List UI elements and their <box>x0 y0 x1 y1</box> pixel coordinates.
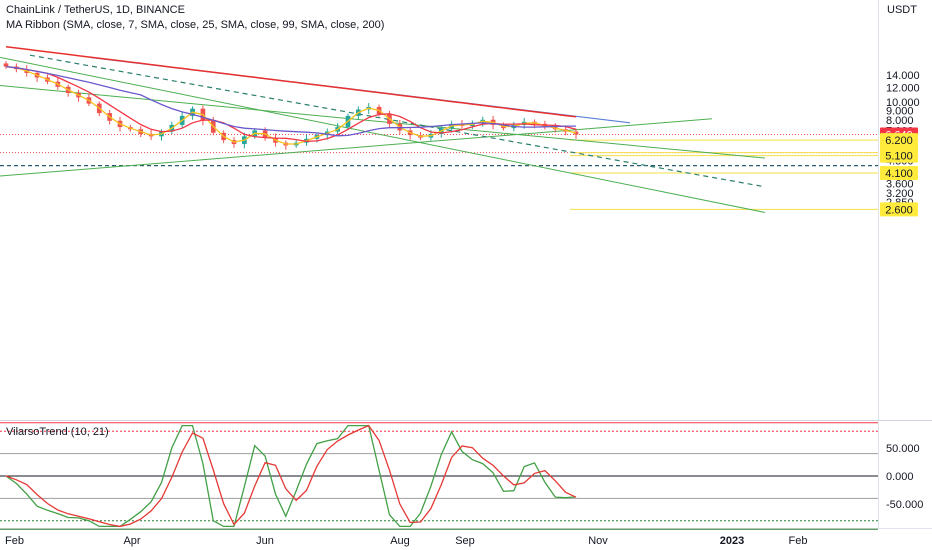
downtrend-channel-upper <box>0 85 766 159</box>
price-tick-label: 9.000 <box>886 105 914 117</box>
oscillator-fast-line <box>5 424 577 528</box>
support-badge <box>880 202 918 217</box>
oscillator-tick-label: 0.000 <box>886 471 914 483</box>
price-tick-label: 10.000 <box>886 97 920 109</box>
time-tick-label: Aug <box>390 535 410 547</box>
oscillator-tick-label: -50.000 <box>886 499 923 511</box>
currency-label: USDT <box>887 4 917 16</box>
support-badge <box>880 148 918 163</box>
support-badge-label: 2.600 <box>885 204 913 216</box>
price-tick-label: 3.200 <box>886 188 914 200</box>
ma25-line <box>5 65 577 143</box>
ma7-line <box>5 65 577 145</box>
oscillator-tick-label: 50.000 <box>886 443 920 455</box>
ma99-line <box>5 65 576 137</box>
price-tick-label: 3.600 <box>886 178 914 190</box>
support-badge-label: 6.200 <box>885 135 913 147</box>
support-badge-label: 4.100 <box>885 168 913 180</box>
support-badge <box>880 133 918 148</box>
time-tick-label: Feb <box>789 535 808 547</box>
support-badge <box>880 166 918 181</box>
time-tick-label: Nov <box>588 535 608 547</box>
time-tick-label: Feb <box>5 535 24 547</box>
time-tick-label: Sep <box>455 535 475 547</box>
price-tick-label: 14.000 <box>886 70 920 82</box>
ma-ribbon-legend: MA Ribbon (SMA, close, 7, SMA, close, 25… <box>6 19 385 31</box>
oscillator-slow-line <box>5 424 577 528</box>
price-tick-label: 8.000 <box>886 115 914 127</box>
dashed-trend-line <box>29 54 766 188</box>
candle-body <box>573 131 579 135</box>
ma200-line <box>5 46 577 118</box>
time-tick-label: Apr <box>123 535 140 547</box>
price-tick-label: 12.000 <box>886 82 920 94</box>
support-badge-label: 5.100 <box>885 151 913 163</box>
oscillator-legend: VilarsoTrend (10, 21) <box>6 426 109 438</box>
chart-title: ChainLink / TetherUS, 1D, BINANCE <box>6 4 185 16</box>
candle-body <box>3 63 9 67</box>
downtrend-channel-lower <box>0 56 766 213</box>
time-tick-label: Jun <box>256 535 274 547</box>
uptrend-support-line <box>0 118 713 177</box>
time-tick-label: 2023 <box>720 535 744 547</box>
